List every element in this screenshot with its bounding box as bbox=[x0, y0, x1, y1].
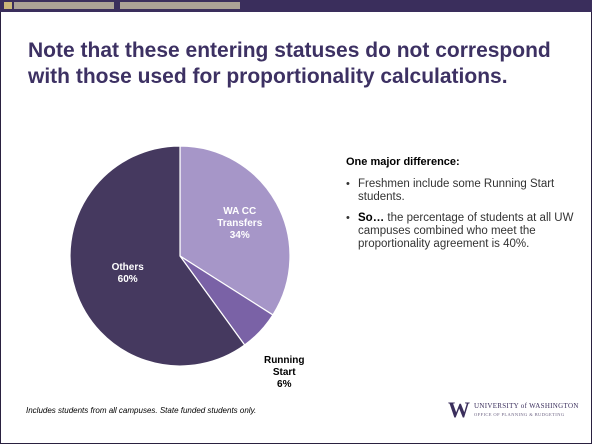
header-band-mark bbox=[4, 2, 12, 9]
note-text: Freshmen include some Running Start stud… bbox=[358, 178, 555, 203]
pie-value-label: 6% bbox=[277, 379, 292, 390]
pie-label-running-start: Running Start 6% bbox=[264, 355, 305, 390]
logo-office: OFFICE OF PLANNING & BUDGETING bbox=[474, 412, 565, 417]
pie-category-label: Running bbox=[264, 355, 305, 366]
note-bullet: • Freshmen include some Running Start st… bbox=[346, 178, 576, 204]
header-band-segment bbox=[14, 2, 114, 9]
bullet-icon: • bbox=[346, 178, 350, 190]
pie-labels: WA CC Transfers 34% Running Start 6% Others 60% bbox=[112, 206, 305, 390]
note-lead: So… bbox=[358, 212, 385, 224]
pie-label-wa-cc-transfers: WA CC Transfers 34% bbox=[217, 206, 262, 241]
note-text: the percentage of students at all UW cam… bbox=[358, 212, 574, 250]
footnote: Includes students from all campuses. Sta… bbox=[26, 406, 257, 415]
pie-category-label: Others bbox=[112, 262, 145, 273]
logo-name: UNIVERSITY of WASHINGTON bbox=[474, 402, 579, 410]
pie-category-label: WA CC bbox=[223, 206, 256, 217]
pie-slice-others bbox=[69, 145, 246, 367]
pie-category-label: Transfers bbox=[217, 218, 262, 229]
pie-slices bbox=[69, 145, 291, 367]
slide-title: Note that these entering statuses do not… bbox=[28, 39, 551, 88]
pie-slice-wa-cc-transfers bbox=[179, 145, 291, 316]
header-band bbox=[0, 0, 592, 12]
notes-list: • Freshmen include some Running Start st… bbox=[346, 178, 576, 251]
header-band-segment bbox=[120, 2, 240, 9]
notes-subhead: One major difference: bbox=[346, 156, 460, 168]
pie-value-label: 60% bbox=[118, 274, 138, 285]
university-logo: W UNIVERSITY of WASHINGTON OFFICE OF PLA… bbox=[448, 398, 578, 424]
pie-value-label: 34% bbox=[230, 230, 250, 241]
bullet-icon: • bbox=[346, 212, 350, 224]
pie-category-label: Start bbox=[273, 367, 296, 378]
note-bullet: • So… the percentage of students at all … bbox=[346, 212, 576, 251]
logo-mark: W bbox=[448, 397, 470, 422]
notes-panel: One major difference: • Freshmen include… bbox=[346, 156, 576, 259]
pie-label-others: Others 60% bbox=[112, 262, 145, 285]
